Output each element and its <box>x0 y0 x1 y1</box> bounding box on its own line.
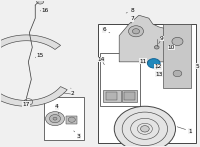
Text: 2: 2 <box>71 88 75 96</box>
FancyBboxPatch shape <box>100 53 140 106</box>
Circle shape <box>173 70 182 77</box>
Bar <box>122 90 137 102</box>
Bar <box>103 90 121 102</box>
Bar <box>106 92 117 100</box>
Circle shape <box>37 0 44 4</box>
Text: 9: 9 <box>159 36 164 44</box>
Text: 3: 3 <box>74 131 81 139</box>
Circle shape <box>46 112 64 126</box>
Circle shape <box>49 115 61 123</box>
Text: 12: 12 <box>154 64 161 69</box>
Bar <box>124 92 135 100</box>
Bar <box>66 116 77 124</box>
Polygon shape <box>119 15 169 62</box>
Text: 5: 5 <box>195 64 199 69</box>
Circle shape <box>141 126 149 132</box>
Text: 16: 16 <box>40 8 49 13</box>
Circle shape <box>53 117 57 120</box>
Text: 10: 10 <box>168 45 175 50</box>
FancyBboxPatch shape <box>98 24 196 143</box>
Text: 14: 14 <box>98 57 105 65</box>
Circle shape <box>68 117 75 122</box>
Circle shape <box>154 46 159 49</box>
Text: 11: 11 <box>139 59 148 64</box>
Text: 7: 7 <box>130 16 134 23</box>
Text: 13: 13 <box>155 68 162 77</box>
Circle shape <box>132 29 140 34</box>
Circle shape <box>172 37 183 46</box>
Text: 8: 8 <box>126 8 134 13</box>
Circle shape <box>128 26 143 37</box>
FancyBboxPatch shape <box>44 97 84 141</box>
Text: 6: 6 <box>103 27 110 33</box>
Text: 1: 1 <box>177 127 192 133</box>
Polygon shape <box>163 24 191 88</box>
Text: 17: 17 <box>23 99 30 107</box>
Text: 15: 15 <box>35 53 44 58</box>
Circle shape <box>147 59 160 68</box>
Circle shape <box>114 106 175 147</box>
Text: 4: 4 <box>55 105 59 114</box>
Polygon shape <box>0 35 67 106</box>
